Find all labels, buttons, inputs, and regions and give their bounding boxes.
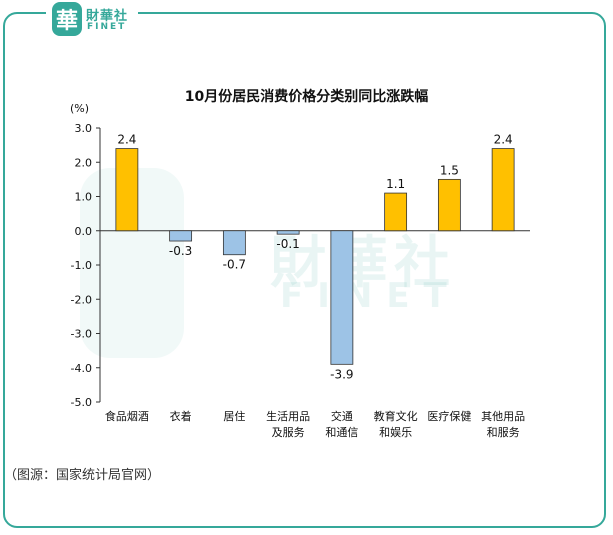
category-label: 其他用品	[481, 410, 525, 423]
bar	[115, 148, 139, 232]
y-tick-label: 1.0	[75, 191, 93, 204]
bar	[276, 230, 300, 235]
category-label: 食品烟酒	[105, 409, 149, 423]
category-label: 和服务	[487, 426, 520, 439]
y-tick-label: -1.0	[71, 259, 92, 272]
source-note: （图源：国家统计局官网）	[4, 468, 161, 483]
y-tick-label: 0.0	[75, 225, 93, 238]
y-tick-label: 3.0	[75, 122, 93, 135]
y-axis-unit-label: (%)	[70, 102, 89, 115]
y-tick-label: -2.0	[71, 293, 92, 306]
logo-seal-icon: 華	[52, 2, 82, 36]
y-tick-label: 2.0	[75, 156, 93, 169]
category-label: 医疗保健	[427, 409, 471, 423]
bar-value-label: -3.9	[330, 367, 353, 381]
bar-value-label: -0.7	[223, 258, 246, 272]
category-label: 衣着	[170, 409, 192, 423]
category-label: 生活用品	[266, 409, 310, 423]
category-label: 和娱乐	[379, 425, 412, 439]
category-label: 教育文化	[374, 409, 418, 423]
bar-value-label: -0.1	[276, 237, 299, 251]
category-label: 和通信	[325, 426, 358, 439]
bar-value-label: 2.4	[494, 133, 513, 147]
chart-title: 10月份居民消费价格分类别同比涨跌幅	[184, 89, 429, 105]
logo-english-name: FINET	[87, 22, 127, 32]
bar-value-label: 2.4	[117, 133, 136, 147]
finet-logo: 華 財華社 FINET	[46, 2, 138, 36]
category-label: 及服务	[272, 426, 305, 439]
card-frame	[3, 12, 606, 528]
bar-value-label: 1.5	[440, 163, 459, 177]
category-label: 交通	[331, 409, 353, 423]
bar	[169, 230, 193, 242]
bar	[384, 192, 408, 232]
bar	[222, 230, 246, 256]
category-label: 居住	[223, 409, 245, 423]
logo-chinese-name: 財華社	[86, 9, 129, 24]
bar-value-label: 1.1	[386, 177, 405, 191]
y-tick-label: -5.0	[71, 396, 92, 409]
bar	[330, 230, 354, 365]
y-tick-label: -4.0	[71, 362, 92, 375]
bar	[491, 148, 515, 232]
bar-value-label: -0.3	[169, 244, 192, 258]
y-tick-label: -3.0	[71, 328, 92, 341]
bar	[437, 178, 461, 232]
